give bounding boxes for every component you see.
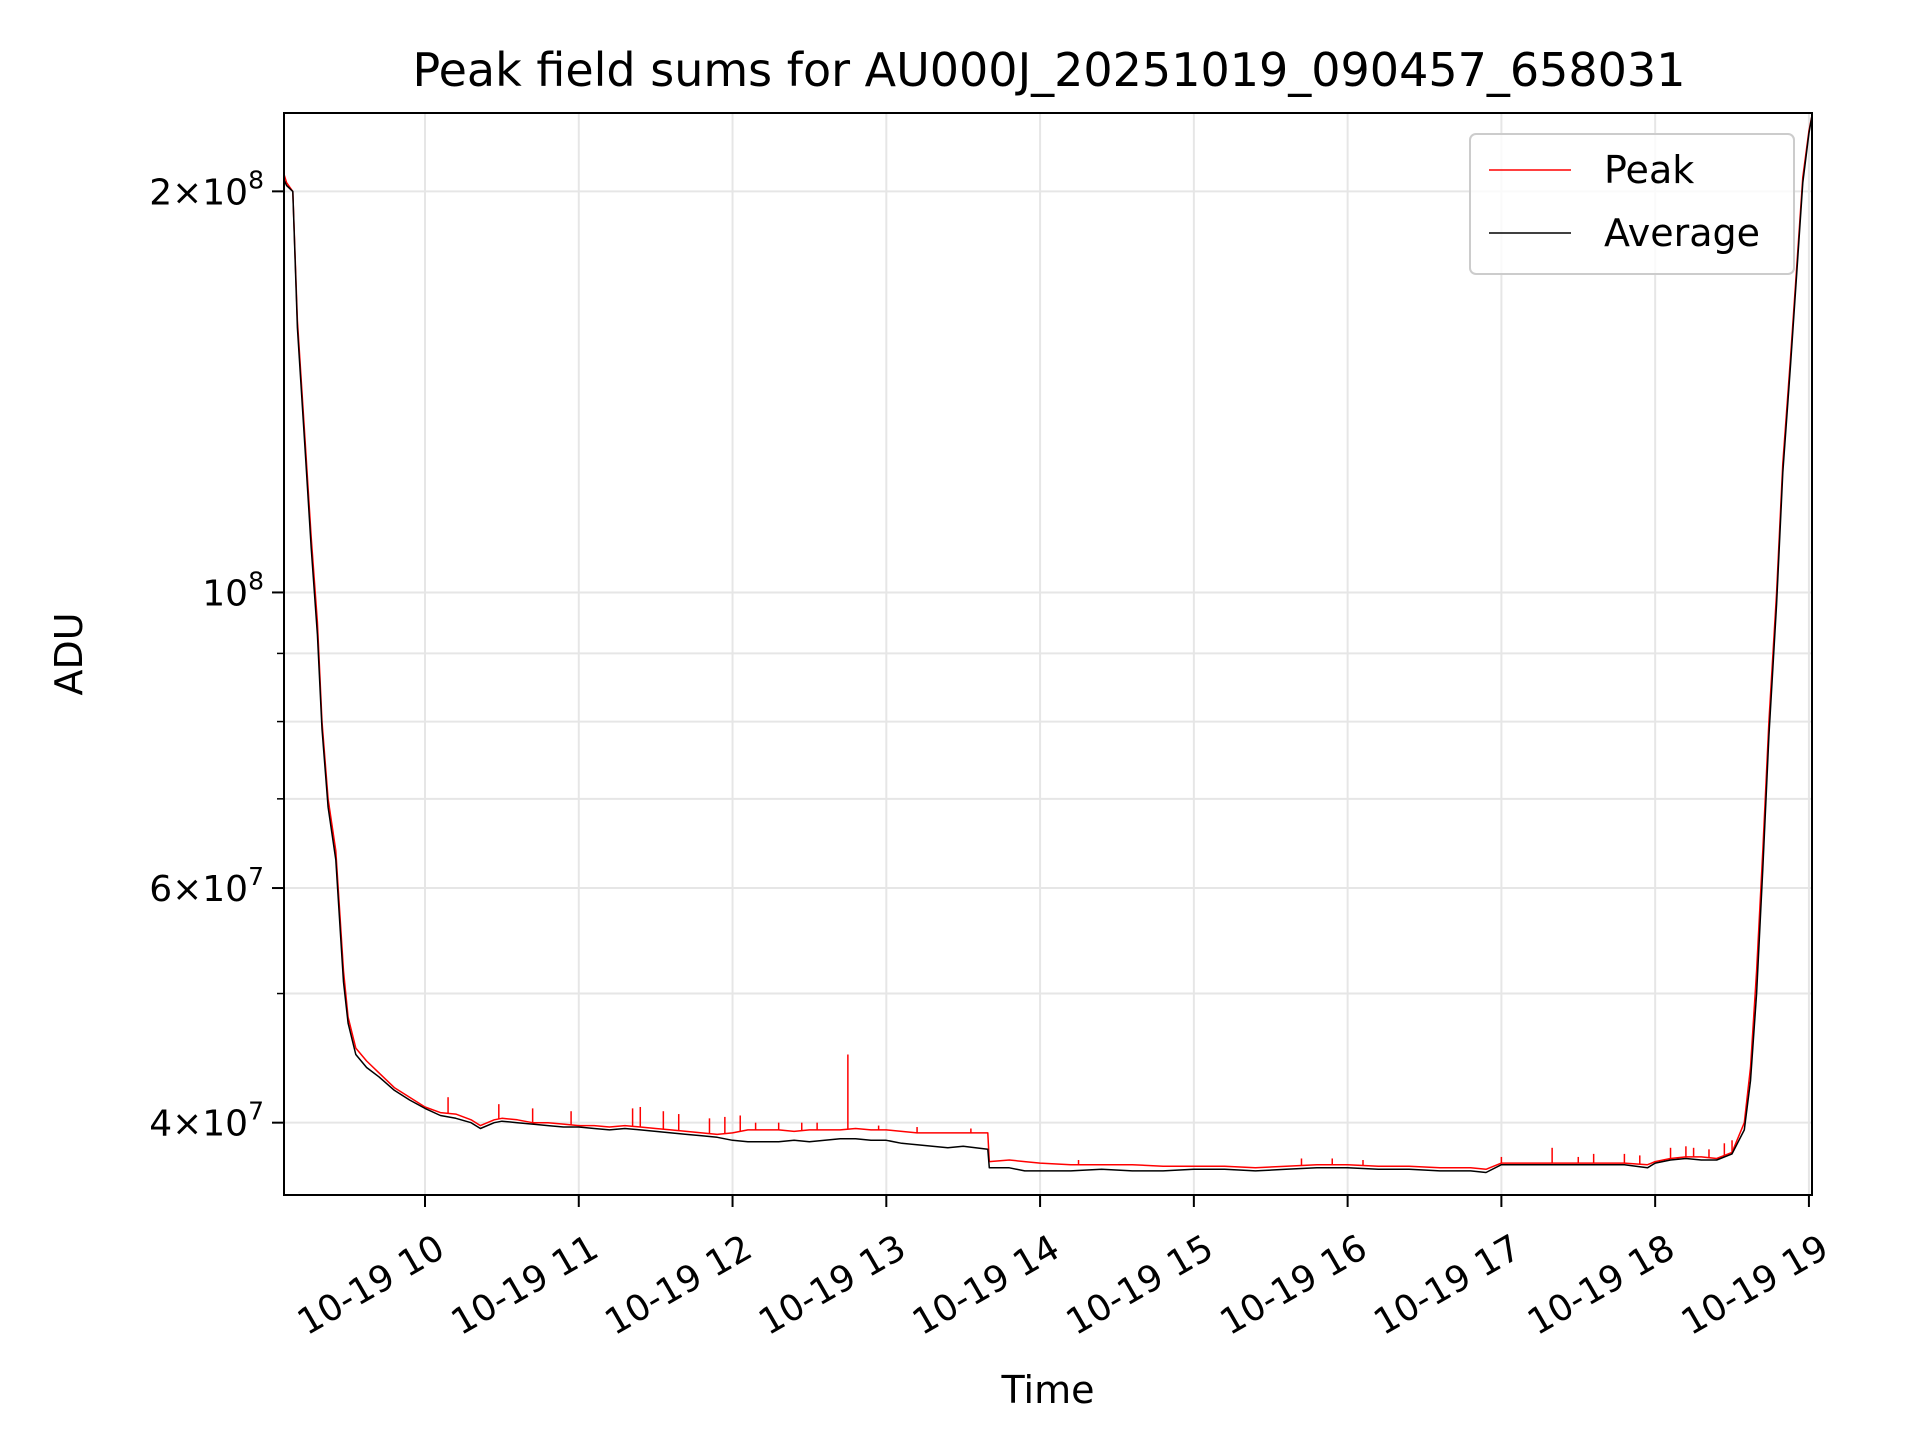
series-average	[284, 115, 1812, 1174]
plot-area	[283, 112, 1813, 1196]
legend-average-label: Average	[1604, 211, 1760, 255]
series-peak	[284, 115, 1812, 1171]
series-line-peak	[284, 115, 1812, 1171]
legend-box	[1469, 133, 1795, 275]
legend: Peak Average	[1469, 133, 1795, 275]
series-layer	[284, 115, 1812, 1174]
y-axis: 2×108 108 6×107 4×107	[149, 165, 284, 1145]
y-tick-label: 108	[202, 566, 264, 614]
y-axis-label: ADU	[47, 612, 91, 695]
series-line-average	[284, 115, 1812, 1174]
y-tick-label: 4×107	[149, 1097, 264, 1145]
legend-peak-label: Peak	[1604, 148, 1694, 192]
y-tick-label: 2×108	[149, 165, 264, 213]
chart-title: Peak field sums for AU000J_20251019_0904…	[413, 43, 1686, 97]
grid	[284, 113, 1812, 1195]
x-axis-label: Time	[1001, 1368, 1095, 1412]
y-tick-label: 6×107	[149, 862, 264, 910]
